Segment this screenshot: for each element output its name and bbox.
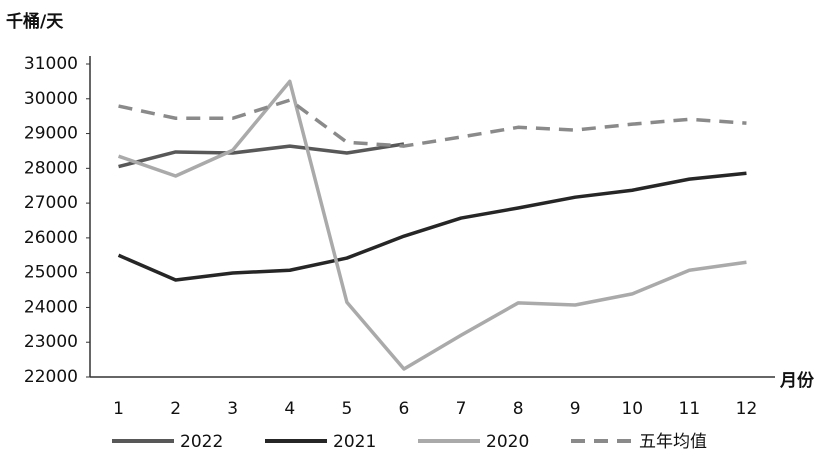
y-tick-label: 24000 — [24, 297, 78, 317]
y-tick-label: 31000 — [24, 54, 78, 74]
x-tick-label: 3 — [227, 399, 238, 419]
series-line — [118, 98, 747, 148]
x-tick-label: 7 — [456, 399, 467, 419]
series-line — [117, 171, 747, 282]
y-tick-label: 26000 — [24, 228, 78, 248]
x-tick-label: 8 — [513, 399, 524, 419]
x-tick-label: 1 — [113, 399, 124, 419]
x-tick-label: 12 — [736, 399, 758, 419]
series-line — [117, 79, 747, 371]
legend-label: 2022 — [180, 432, 223, 452]
x-tick-label: 11 — [679, 399, 701, 419]
y-tick-label: 30000 — [24, 89, 78, 109]
series-line — [118, 142, 405, 169]
legend-label: 五年均值 — [639, 432, 707, 452]
y-tick-label: 22000 — [24, 367, 78, 387]
y-tick-label: 29000 — [24, 124, 78, 144]
x-tick-label: 6 — [399, 399, 410, 419]
legend-label: 2021 — [333, 432, 376, 452]
x-tick-label: 4 — [284, 399, 295, 419]
x-tick-label: 9 — [570, 399, 581, 419]
x-tick-label: 10 — [621, 399, 643, 419]
x-axis-label: 月份 — [779, 370, 815, 391]
y-tick-label: 27000 — [24, 193, 78, 213]
y-axis-label: 千桶/天 — [6, 11, 64, 32]
legend-label: 2020 — [486, 432, 529, 452]
y-tick-label: 25000 — [24, 263, 78, 283]
y-tick-label: 23000 — [24, 332, 78, 352]
y-tick-label: 28000 — [24, 158, 78, 178]
x-tick-label: 5 — [341, 399, 352, 419]
x-tick-label: 2 — [170, 399, 181, 419]
